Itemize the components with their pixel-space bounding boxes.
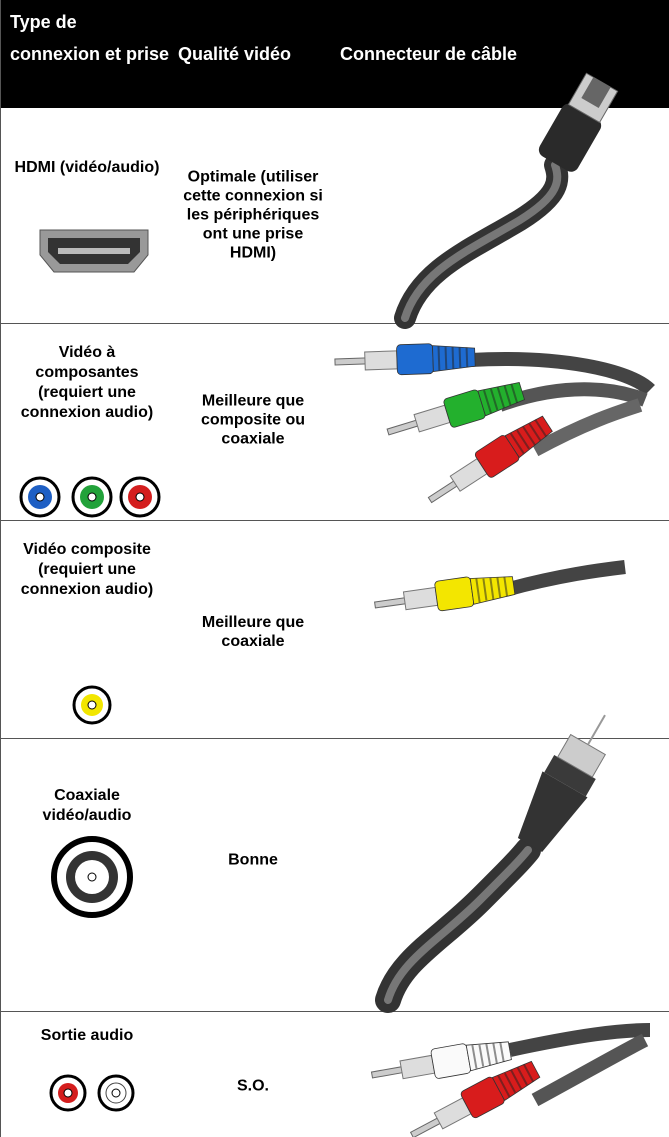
cell-quality: Meilleure que composite ou coaxiale (200, 392, 305, 448)
cell-connection: Sortie audio (40, 1027, 134, 1044)
row-rule (0, 738, 669, 739)
coax-cable (375, 714, 607, 1013)
cell-connection: HDMI (vidéo/audio) (14, 159, 160, 176)
row-rule (0, 323, 669, 324)
component-cable (333, 341, 655, 514)
composite-cable (371, 560, 626, 621)
left-border (0, 0, 1, 1137)
row-rule (0, 520, 669, 521)
cell-connection: Coaxiale vidéo/audio (42, 787, 132, 824)
hdmi-cable (394, 72, 619, 329)
audio-cable (368, 1023, 651, 1137)
coax-jack (51, 836, 133, 918)
hdmi-jack (39, 229, 149, 273)
composite-jack (72, 685, 112, 725)
header-bar: Type de connexion et prise Qualité vidéo… (0, 0, 669, 108)
audio-jacks (49, 1074, 135, 1112)
cell-connection: Vidéo composite (requiert une connexion … (20, 541, 154, 598)
row-rule (0, 1011, 669, 1012)
header-cell: Qualité vidéo (178, 44, 292, 64)
component-jacks (19, 476, 161, 518)
header-cell: Type de connexion et prise (10, 12, 170, 64)
cell-quality: S.O. (236, 1077, 269, 1095)
header-cell: Connecteur de câble (340, 44, 518, 64)
cell-quality: Meilleure que coaxiale (201, 614, 305, 650)
cell-quality: Optimale (utiliser cette connexion si le… (183, 168, 323, 262)
cell-quality: Bonne (228, 851, 278, 869)
cell-connection: Vidéo à composantes (requiert une connex… (20, 344, 154, 421)
